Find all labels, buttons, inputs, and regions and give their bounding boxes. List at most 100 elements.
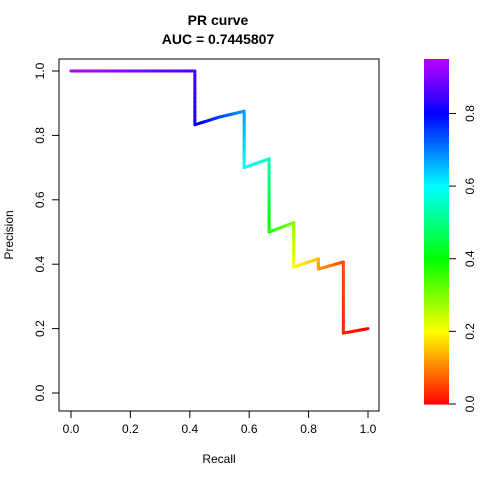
colorbar-swatch xyxy=(424,79,449,83)
colorbar-swatch xyxy=(424,116,449,120)
colorbar-swatch xyxy=(424,268,449,273)
colorbar-swatch xyxy=(424,182,449,187)
x-tick-label: 0.4 xyxy=(181,422,198,436)
colorbar-swatch xyxy=(424,188,449,192)
plot-frame xyxy=(58,58,380,412)
colorbar-swatch xyxy=(424,107,449,112)
colorbar-swatch xyxy=(424,392,449,396)
x-tick-label: 0.6 xyxy=(241,422,258,436)
colorbar-swatch xyxy=(424,266,449,270)
colorbar-swatch xyxy=(424,59,449,63)
colorbar-swatch xyxy=(424,280,449,284)
colorbar-swatch xyxy=(424,317,449,322)
colorbar-tick-label: 0.6 xyxy=(463,177,477,194)
colorbar-swatch xyxy=(424,366,449,371)
colorbar-swatch xyxy=(424,105,449,109)
colorbar-swatch xyxy=(424,381,449,385)
colorbar-swatch xyxy=(424,312,449,316)
y-tick-label: 0.8 xyxy=(33,127,47,144)
colorbar-swatch xyxy=(424,251,449,256)
colorbar-swatch xyxy=(424,383,449,388)
colorbar-swatch xyxy=(424,162,449,166)
colorbar-swatch xyxy=(424,234,449,238)
colorbar-swatch xyxy=(424,130,449,135)
colorbar-swatch xyxy=(424,240,449,244)
colorbar-tick-label: 0.0 xyxy=(463,395,477,412)
colorbar-swatch xyxy=(424,128,449,132)
colorbar-swatch xyxy=(424,303,449,307)
colorbar-swatch xyxy=(424,398,449,402)
colorbar-swatch xyxy=(424,340,449,345)
colorbar-swatch xyxy=(424,222,449,227)
colorbar-swatch xyxy=(424,136,449,141)
colorbar-swatch xyxy=(424,205,449,210)
colorbar-swatch xyxy=(424,352,449,356)
colorbar-swatch xyxy=(424,289,449,293)
colorbar-tick-label: 0.8 xyxy=(463,105,477,122)
colorbar-swatch xyxy=(424,332,449,336)
colorbar-swatch xyxy=(424,64,449,69)
colorbar-swatch xyxy=(424,343,449,348)
colorbar-swatch xyxy=(424,202,449,207)
colorbar-swatch xyxy=(424,337,449,342)
colorbar-swatch xyxy=(424,87,449,92)
y-tick-label: 0.4 xyxy=(33,256,47,273)
colorbar-swatch xyxy=(424,360,449,365)
colorbar-swatch xyxy=(424,355,449,359)
x-axis: 0.0 0.2 0.4 0.6 0.8 1.0 xyxy=(63,410,377,436)
x-tick-label: 0.8 xyxy=(300,422,317,436)
colorbar-swatch xyxy=(424,363,449,368)
colorbar-swatch xyxy=(424,335,449,339)
colorbar-swatch xyxy=(424,156,449,161)
colorbar-swatch xyxy=(424,133,449,138)
colorbar-swatch xyxy=(424,375,449,379)
colorbar-swatch xyxy=(424,220,449,224)
colorbar-swatch xyxy=(424,171,449,175)
colorbar-swatch xyxy=(424,174,449,178)
colorbar-swatch xyxy=(424,225,449,230)
colorbar-swatch xyxy=(424,113,449,118)
colorbar-swatch xyxy=(424,271,449,276)
y-tick-label: 0.0 xyxy=(33,384,47,401)
colorbar-swatch xyxy=(424,102,449,106)
colorbar-swatch xyxy=(424,237,449,241)
x-axis-label: Recall xyxy=(202,452,235,466)
colorbar-swatch xyxy=(424,309,449,313)
chart-title: PR curve xyxy=(188,12,249,28)
colorbar-swatch xyxy=(424,70,449,74)
colorbar-swatch xyxy=(424,294,449,299)
colorbar-swatch xyxy=(424,208,449,212)
colorbar-swatch xyxy=(424,99,449,103)
chart-subtitle: AUC = 0.7445807 xyxy=(162,31,275,47)
colorbar-swatch xyxy=(424,119,449,123)
colorbar-swatch xyxy=(424,257,449,261)
colorbar-swatch xyxy=(424,199,449,204)
colorbar-swatch xyxy=(424,286,449,290)
colorbar-swatch xyxy=(424,165,449,169)
colorbar-swatch xyxy=(424,194,449,198)
colorbar-swatch xyxy=(424,291,449,296)
colorbar-swatch xyxy=(424,142,449,146)
colorbar-swatch xyxy=(424,159,449,164)
colorbar-swatch xyxy=(424,245,449,250)
colorbar-swatch xyxy=(424,145,449,149)
colorbar-swatch xyxy=(424,61,449,66)
colorbar-swatch xyxy=(424,90,449,95)
colorbar-tick-label: 0.2 xyxy=(463,323,477,340)
colorbar-swatch xyxy=(424,82,449,86)
y-tick-label: 0.2 xyxy=(33,320,47,337)
colorbar-swatch xyxy=(424,346,449,350)
colorbar-swatch xyxy=(424,153,449,158)
colorbar-swatch xyxy=(424,369,449,373)
colorbar-swatch xyxy=(424,260,449,264)
colorbar-swatch xyxy=(424,297,449,302)
colorbar-swatch xyxy=(424,372,449,376)
x-tick-label: 0.0 xyxy=(63,422,80,436)
colorbar-swatch xyxy=(424,84,449,89)
colorbar-swatch xyxy=(424,329,449,333)
colorbar-swatch xyxy=(424,185,449,189)
colorbar-swatch xyxy=(424,389,449,394)
colorbar-swatch xyxy=(424,320,449,325)
colorbar-swatch xyxy=(424,378,449,382)
